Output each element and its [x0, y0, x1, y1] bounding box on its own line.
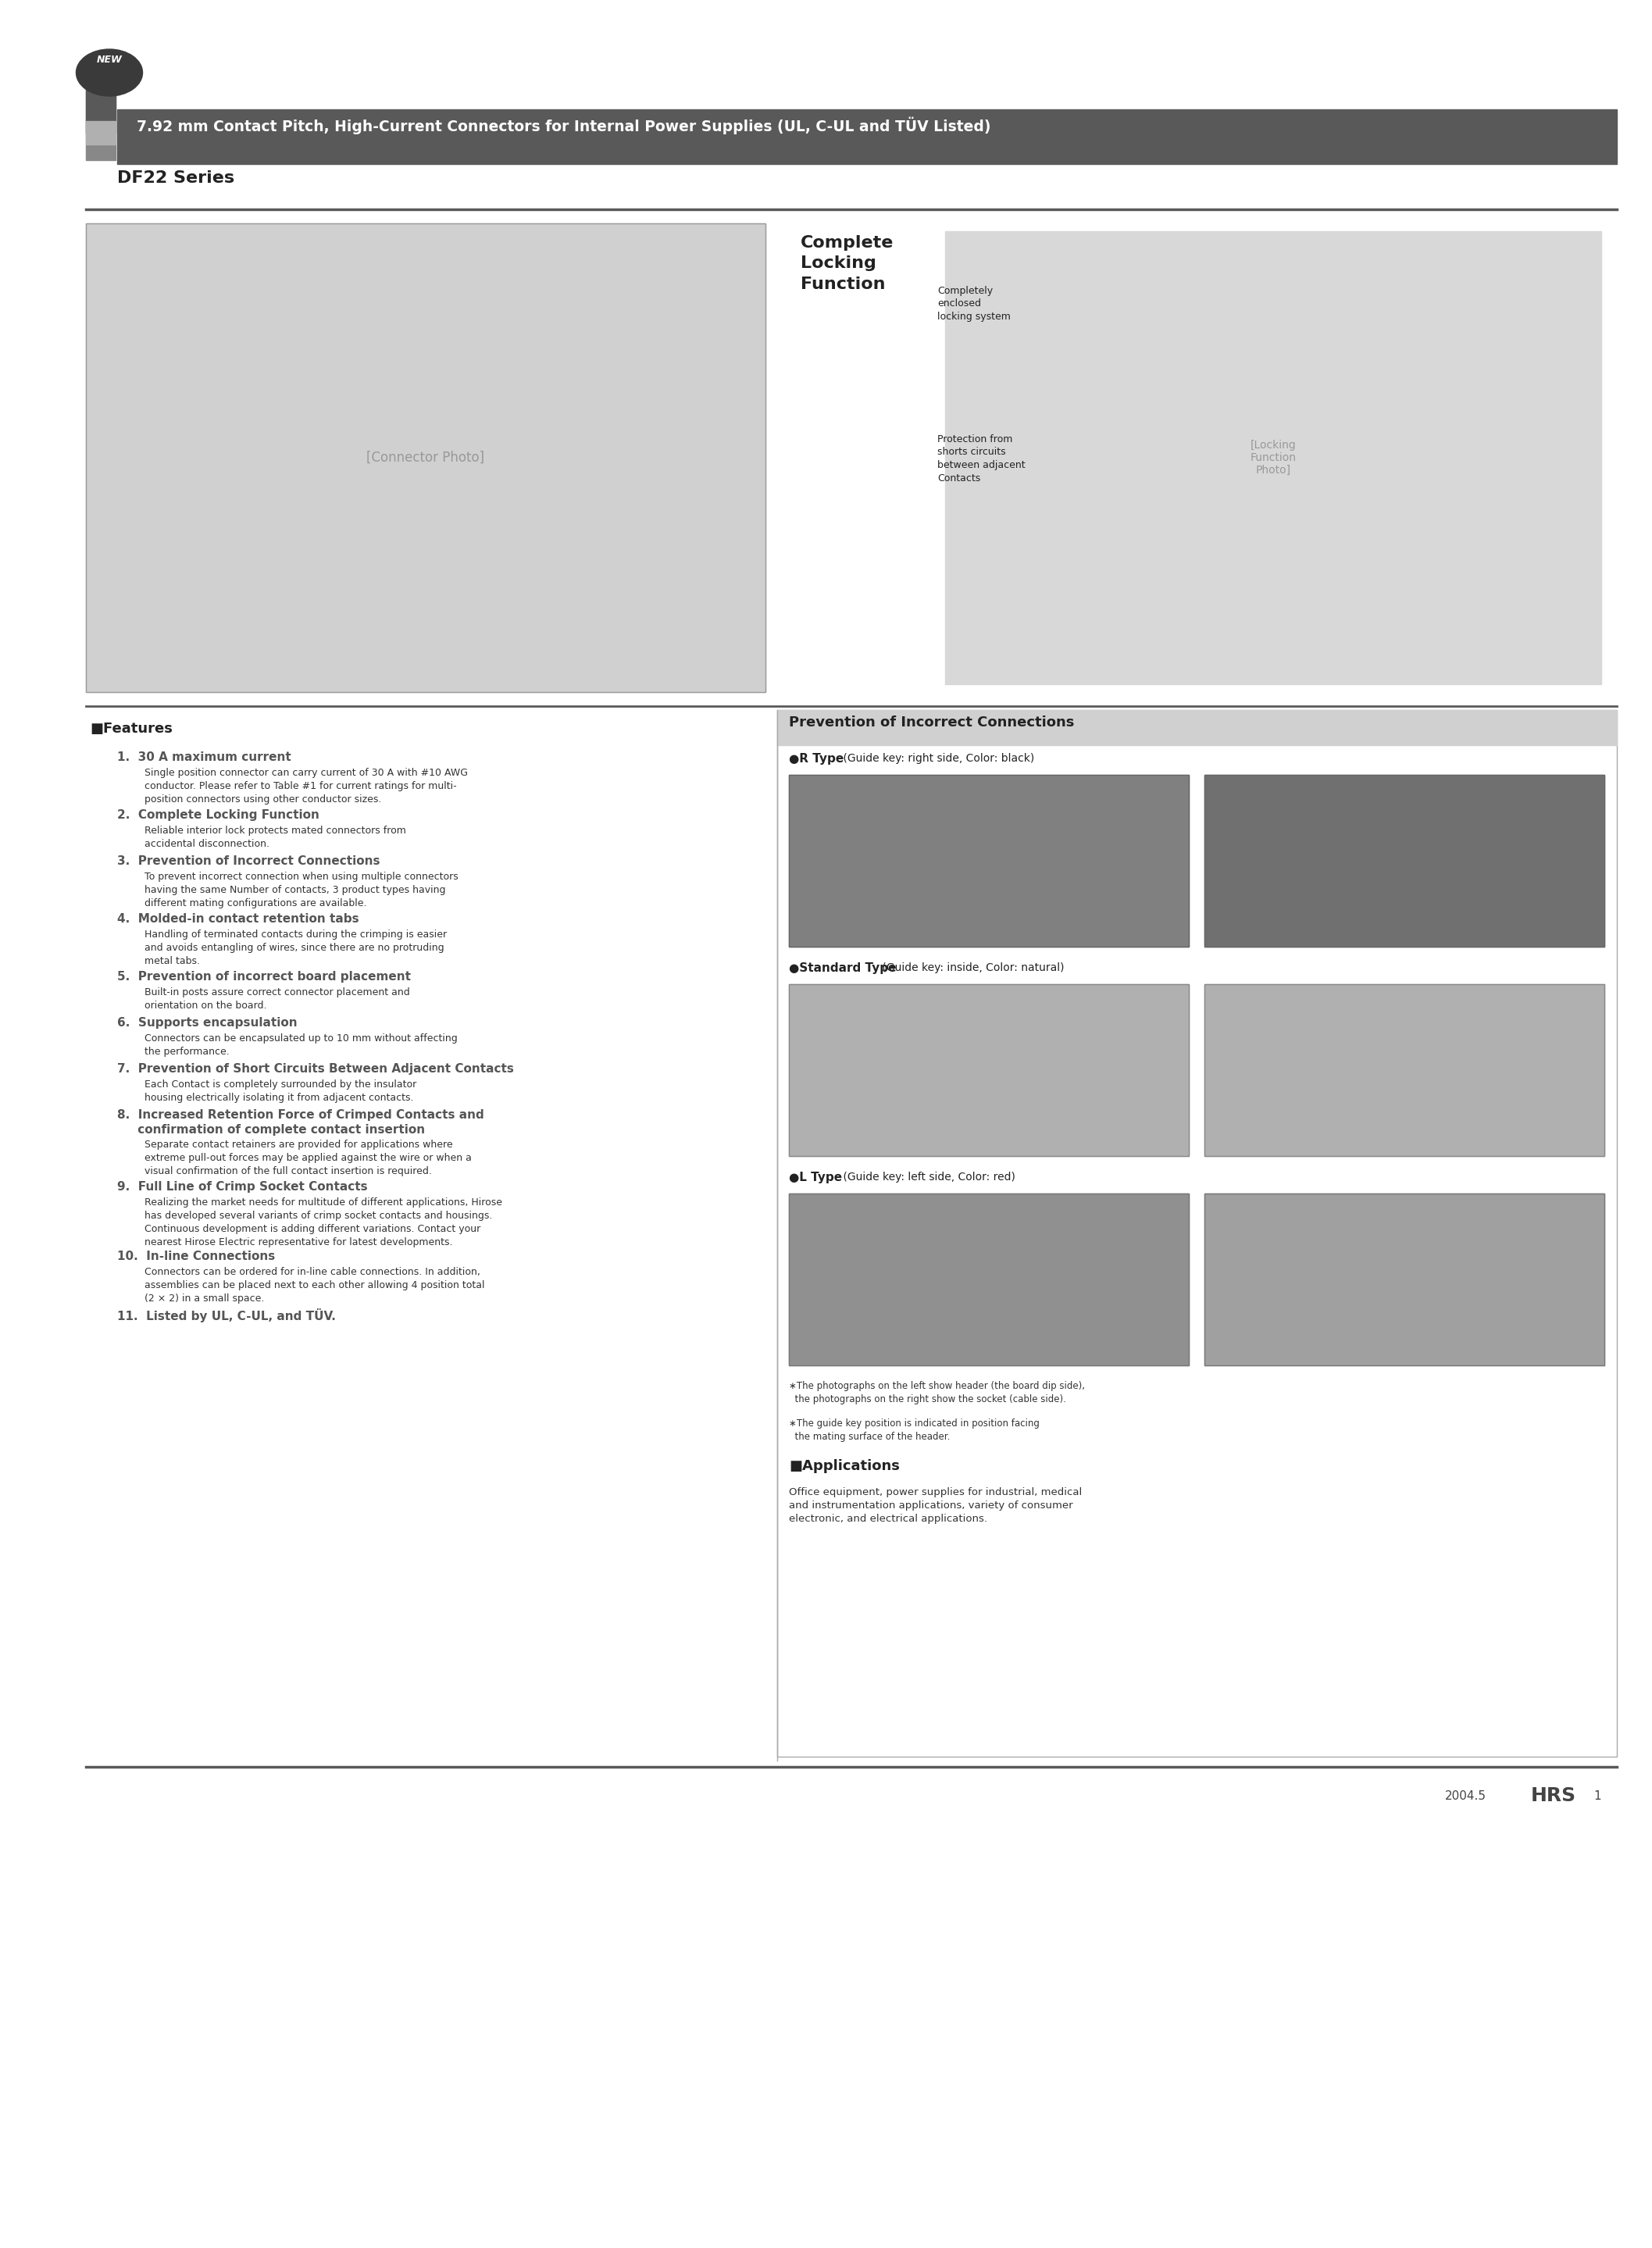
Text: 7.92 mm Contact Pitch, High-Current Connectors for Internal Power Supplies (UL, : 7.92 mm Contact Pitch, High-Current Conn…	[137, 117, 991, 135]
Text: Separate contact retainers are provided for applications where
extreme pull-out : Separate contact retainers are provided …	[144, 1140, 472, 1176]
Text: 4.  Molded-in contact retention tabs: 4. Molded-in contact retention tabs	[117, 913, 358, 924]
Bar	[790, 776, 1189, 946]
Bar	[1204, 1194, 1604, 1365]
Text: 1.  30 A maximum current: 1. 30 A maximum current	[117, 751, 291, 762]
Text: DF22 Series: DF22 Series	[117, 171, 235, 187]
Text: Single position connector can carry current of 30 A with #10 AWG
conductor. Plea: Single position connector can carry curr…	[144, 769, 468, 805]
Text: To prevent incorrect connection when using multiple connectors
having the same N: To prevent incorrect connection when usi…	[144, 872, 458, 908]
Text: (Guide key: inside, Color: natural): (Guide key: inside, Color: natural)	[879, 962, 1064, 973]
Text: Built-in posts assure correct connector placement and
orientation on the board.: Built-in posts assure correct connector …	[144, 987, 410, 1012]
Text: Prevention of Incorrect Connections: Prevention of Incorrect Connections	[790, 715, 1074, 731]
Text: Handling of terminated contacts during the crimping is easier
and avoids entangl: Handling of terminated contacts during t…	[144, 928, 448, 967]
Bar	[86, 223, 765, 692]
Bar	[1204, 776, 1604, 946]
Text: 8.  Increased Retention Force of Crimped Contacts and
     confirmation of compl: 8. Increased Retention Force of Crimped …	[117, 1108, 484, 1135]
Bar	[86, 121, 116, 144]
Bar	[86, 74, 116, 133]
Text: 2004.5: 2004.5	[1446, 1789, 1487, 1803]
Text: ■Features: ■Features	[89, 722, 172, 735]
Text: 2.  Complete Locking Function: 2. Complete Locking Function	[117, 809, 319, 821]
Text: 11.  Listed by UL, C-UL, and TÜV.: 11. Listed by UL, C-UL, and TÜV.	[117, 1308, 335, 1322]
Bar	[1204, 776, 1604, 946]
Text: Each Contact is completely surrounded by the insulator
housing electrically isol: Each Contact is completely surrounded by…	[144, 1079, 416, 1104]
Text: 6.  Supports encapsulation: 6. Supports encapsulation	[117, 1016, 297, 1030]
Text: Protection from
shorts circuits
between adjacent
Contacts: Protection from shorts circuits between …	[937, 434, 1026, 483]
Text: [Connector Photo]: [Connector Photo]	[367, 450, 484, 465]
Text: ∗The photographs on the left show header (the board dip side),
  the photographs: ∗The photographs on the left show header…	[790, 1380, 1085, 1405]
Bar	[945, 232, 1601, 683]
Bar	[790, 1194, 1189, 1365]
Text: 3.  Prevention of Incorrect Connections: 3. Prevention of Incorrect Connections	[117, 854, 380, 868]
Text: Completely
enclosed
locking system: Completely enclosed locking system	[937, 285, 1011, 321]
Text: 1: 1	[1594, 1789, 1601, 1803]
Ellipse shape	[76, 49, 142, 97]
Text: 7.  Prevention of Short Circuits Between Adjacent Contacts: 7. Prevention of Short Circuits Between …	[117, 1063, 514, 1075]
Bar	[86, 223, 765, 692]
Bar	[86, 74, 116, 160]
Text: Connectors can be encapsulated up to 10 mm without affecting
the performance.: Connectors can be encapsulated up to 10 …	[144, 1034, 458, 1057]
Text: Reliable interior lock protects mated connectors from
accidental disconnection.: Reliable interior lock protects mated co…	[144, 825, 406, 850]
Text: 9.  Full Line of Crimp Socket Contacts: 9. Full Line of Crimp Socket Contacts	[117, 1180, 368, 1194]
Text: Complete
Locking
Function: Complete Locking Function	[801, 236, 894, 292]
Text: Connectors can be ordered for in-line cable connections. In addition,
assemblies: Connectors can be ordered for in-line ca…	[144, 1268, 484, 1304]
Bar	[1204, 985, 1604, 1155]
Bar	[1204, 1194, 1604, 1365]
Bar	[1204, 985, 1604, 1155]
Text: ●Standard Type: ●Standard Type	[790, 962, 897, 973]
Text: [Locking
Function
Photo]: [Locking Function Photo]	[1251, 441, 1297, 477]
Text: Office equipment, power supplies for industrial, medical
and instrumentation app: Office equipment, power supplies for ind…	[790, 1488, 1082, 1524]
Text: 5.  Prevention of incorrect board placement: 5. Prevention of incorrect board placeme…	[117, 971, 411, 982]
Text: Realizing the market needs for multitude of different applications, Hirose
has d: Realizing the market needs for multitude…	[144, 1198, 502, 1248]
Bar	[776, 710, 1617, 744]
Text: (Guide key: right side, Color: black): (Guide key: right side, Color: black)	[839, 753, 1034, 764]
Bar	[790, 223, 1617, 692]
Bar	[776, 710, 1617, 1756]
Text: ■Applications: ■Applications	[790, 1459, 900, 1472]
Bar	[790, 776, 1189, 946]
Text: NEW: NEW	[96, 54, 122, 65]
Bar	[790, 985, 1189, 1155]
Text: (Guide key: left side, Color: red): (Guide key: left side, Color: red)	[839, 1171, 1016, 1182]
Text: HRS: HRS	[1531, 1787, 1576, 1805]
Bar	[790, 1194, 1189, 1365]
Bar	[117, 110, 1617, 164]
Text: ●L Type: ●L Type	[790, 1171, 843, 1182]
Text: 10.  In-line Connections: 10. In-line Connections	[117, 1250, 276, 1263]
Text: ∗The guide key position is indicated in position facing
  the mating surface of : ∗The guide key position is indicated in …	[790, 1418, 1039, 1441]
Text: ●R Type: ●R Type	[790, 753, 844, 764]
Bar	[790, 985, 1189, 1155]
